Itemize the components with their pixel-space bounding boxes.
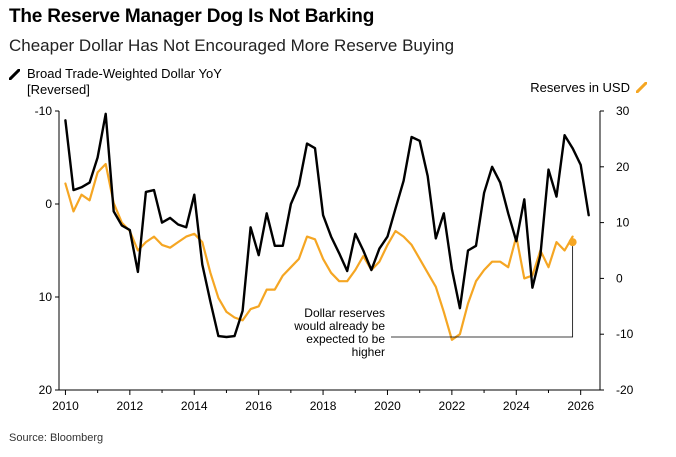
right-tick-label: 0 (616, 271, 623, 285)
x-tick-label: 2022 (439, 399, 466, 413)
x-tick-label: 2024 (503, 399, 530, 413)
annotation-text-line: would already be (293, 319, 385, 333)
x-tick-label: 2018 (310, 399, 337, 413)
x-tick-label: 2010 (52, 399, 79, 413)
left-tick-label: -10 (35, 104, 53, 118)
source-note: Source: Bloomberg (9, 432, 104, 444)
chart-title: The Reserve Manager Dog Is Not Barking (9, 6, 375, 27)
annotation-text-line: expected to be (306, 332, 385, 346)
left-tick-label: 20 (39, 383, 53, 397)
x-tick-label: 2026 (567, 399, 594, 413)
right-tick-label: -20 (616, 383, 634, 397)
annotation-text-line: higher (352, 345, 385, 359)
series-line-dollar (64, 112, 590, 339)
chart-subtitle: Cheaper Dollar Has Not Encouraged More R… (9, 36, 455, 55)
annotation-leader (391, 246, 574, 338)
x-tick-label: 2020 (374, 399, 401, 413)
right-tick-label: 20 (616, 160, 630, 174)
legend-dollar-label: Broad Trade-Weighted Dollar YoY [Reversed… (27, 66, 222, 97)
x-tick-label: 2012 (116, 399, 143, 413)
x-tick-label: 2014 (181, 399, 208, 413)
left-tick-label: 0 (45, 197, 52, 211)
legend-reserves-swatch (636, 82, 647, 93)
legend-reserves: Reserves in USD (530, 80, 647, 95)
series-line-reserves (64, 162, 574, 341)
right-tick-label: 30 (616, 104, 630, 118)
legend-dollar-swatch (9, 69, 20, 80)
right-tick-label: 10 (616, 216, 630, 230)
series-layer (64, 112, 590, 341)
annotation-text-line: Dollar reserves (304, 306, 385, 320)
legend-dollar: Broad Trade-Weighted Dollar YoY [Reversed… (9, 66, 277, 98)
right-tick-label: -10 (616, 327, 634, 341)
left-tick-label: 10 (39, 290, 53, 304)
x-tick-label: 2016 (245, 399, 272, 413)
legend-reserves-label: Reserves in USD (530, 80, 630, 95)
annotation-marker (568, 238, 577, 247)
